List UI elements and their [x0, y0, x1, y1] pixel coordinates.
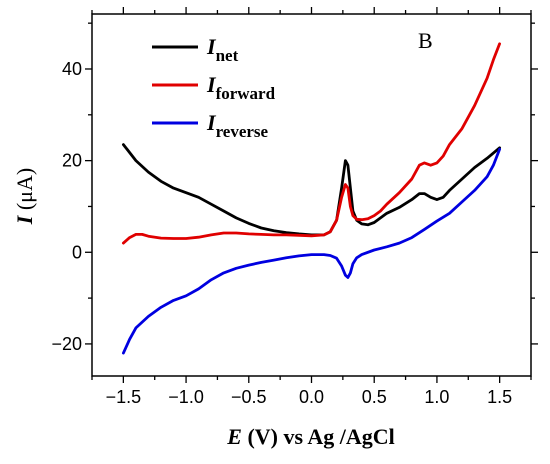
panel-label: B: [418, 28, 433, 53]
series-line-forward: [122, 42, 502, 245]
x-tick-label: −0.5: [231, 387, 267, 407]
y-axis-title: I (μA): [12, 168, 37, 225]
y-tick-label: 40: [62, 59, 82, 79]
x-tick-label: 0.5: [362, 387, 387, 407]
x-axis-title: E (V) vs Ag /AgCl: [226, 424, 394, 449]
y-axis-ticks: −20 0 20 40: [51, 22, 538, 354]
legend-label-reverse: Ireverse: [206, 110, 269, 141]
legend: Inet Iforward Ireverse: [152, 34, 276, 141]
y-tick-label: 20: [62, 151, 82, 171]
y-tick-label: 0: [72, 242, 82, 262]
legend-label-forward: Iforward: [206, 72, 276, 103]
x-tick-label: −1.5: [106, 387, 142, 407]
x-tick-label: −1.0: [168, 387, 204, 407]
x-tick-label: 1.0: [424, 387, 449, 407]
series-line-reverse: [122, 147, 502, 355]
x-tick-label: 0.0: [299, 387, 324, 407]
plot-frame: [91, 13, 532, 377]
legend-label-net: Inet: [206, 34, 239, 65]
chart-series-lines: [122, 42, 502, 355]
series-line-net: [122, 143, 502, 237]
x-axis-ticks: −1.5 −1.0 −0.5 0.0 0.5 1.0 1.5: [91, 7, 532, 407]
x-tick-label: 1.5: [487, 387, 512, 407]
y-tick-label: −20: [51, 334, 82, 354]
